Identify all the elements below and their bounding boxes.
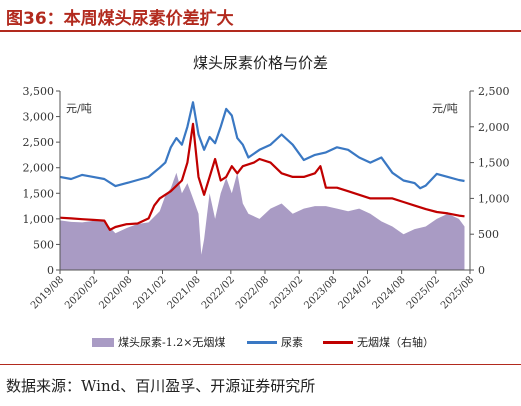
right-tick-label: 500 [478, 228, 499, 241]
left-tick-label: 3,000 [23, 111, 55, 124]
right-tick-label: 1,000 [478, 192, 510, 205]
x-tick-label: 2020/08 [97, 274, 134, 311]
legend-item-spread: 煤头尿素-1.2×无烟煤 [92, 334, 225, 350]
x-tick-label: 2021/08 [166, 274, 203, 311]
figure-title: 图36：本周煤头尿素价差扩大 [6, 9, 234, 29]
series-line-anthracite [59, 122, 465, 231]
plot-area [59, 101, 465, 270]
legend-swatch-anthracite [323, 340, 353, 344]
left-tick-label: 0 [47, 264, 54, 277]
left-tick-label: 500 [33, 238, 54, 251]
series-area-spread [60, 172, 465, 270]
x-tick-label: 2022/02 [200, 274, 237, 311]
legend-swatch-spread [92, 337, 114, 347]
right-tick-label: 2,500 [478, 85, 510, 98]
legend-swatch-urea [247, 340, 277, 344]
legend-label-spread: 煤头尿素-1.2×无烟煤 [118, 336, 226, 349]
left-tick-label: 1,000 [23, 213, 55, 226]
right-tick-label: 0 [478, 264, 485, 277]
left-tick-label: 3,500 [23, 85, 55, 98]
x-tick-label: 2023/08 [302, 274, 339, 311]
left-axis-unit: 元/吨 [66, 102, 92, 115]
chart-legend: 煤头尿素-1.2×无烟煤 尿素 无烟煤（右轴） [0, 334, 521, 352]
x-tick-label: 2024/02 [336, 274, 373, 311]
left-tick-label: 2,500 [23, 136, 55, 149]
left-tick-label: 2,000 [23, 162, 55, 175]
series-line-urea [59, 101, 465, 190]
source-note: 数据来源：Wind、百川盈孚、开源证券研究所 [6, 377, 316, 395]
right-tick-label: 2,000 [478, 121, 510, 134]
figure-header: 图36：本周煤头尿素价差扩大 [0, 0, 521, 32]
legend-item-anthracite: 无烟煤（右轴） [323, 334, 434, 350]
x-tick-label: 2025/08 [439, 274, 476, 311]
right-tick-label: 1,500 [478, 157, 510, 170]
right-axis-unit: 元/吨 [432, 102, 458, 115]
legend-label-anthracite: 无烟煤（右轴） [357, 336, 434, 349]
legend-item-urea: 尿素 [247, 334, 303, 350]
x-tick-label: 2019/08 [29, 274, 66, 311]
axes: 0 500 1,000 1,500 2,000 2,500 3,000 3,500 0 500 1,… [23, 85, 510, 311]
chart-title: 煤头尿素价格与价差 [192, 54, 328, 72]
x-tick-label: 2024/08 [371, 274, 408, 311]
x-tick-label: 2023/02 [268, 274, 305, 311]
x-tick-label: 2021/02 [131, 274, 168, 311]
x-tick-label: 2025/02 [405, 274, 442, 311]
legend-label-urea: 尿素 [281, 336, 303, 349]
x-tick-label: 2020/02 [63, 274, 100, 311]
x-tick-label: 2022/08 [234, 274, 271, 311]
left-tick-label: 1,500 [23, 187, 55, 200]
footer-divider [0, 364, 521, 365]
